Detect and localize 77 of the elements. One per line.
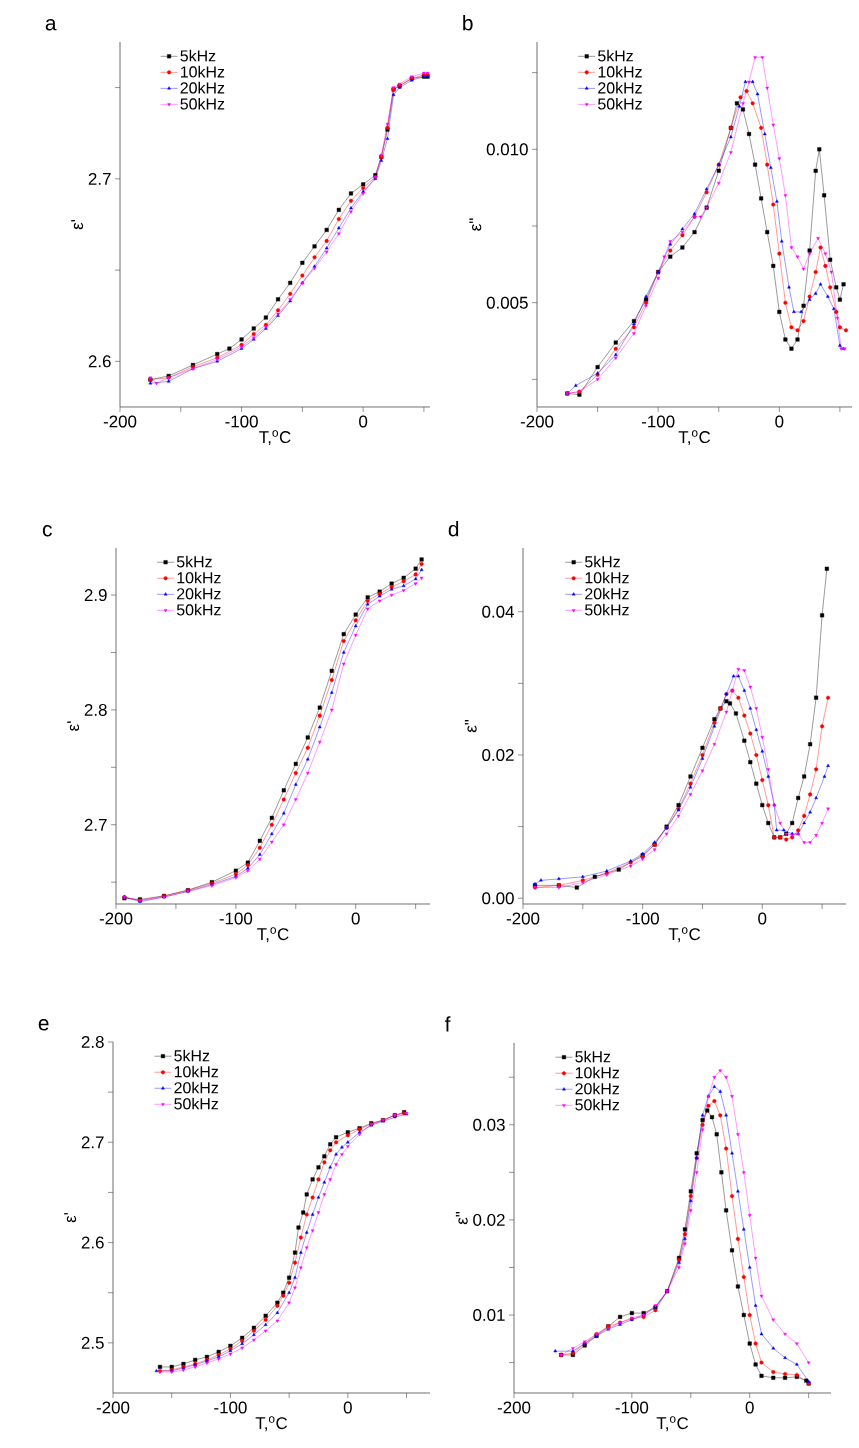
y-tick-label: 2.6 — [88, 355, 111, 368]
y-tick-label: 0.03 — [473, 1118, 505, 1131]
y-tick-label: 0.00 — [482, 892, 514, 905]
x-tick-label: 0 — [351, 912, 360, 925]
x-tick-label: 0 — [758, 912, 767, 925]
x-tick-label: 0 — [343, 1401, 352, 1414]
legend-label: 10kHz — [585, 571, 629, 584]
y-tick-label: 2.6 — [81, 1236, 104, 1249]
legend-label: 5kHz — [575, 1050, 611, 1063]
x-tick-label: -200 — [506, 912, 540, 925]
y-tick-label: 0.010 — [486, 143, 528, 156]
chart-title: e — [38, 1019, 49, 1031]
x-tick-label: 0 — [359, 415, 368, 428]
legend-label: 5kHz — [585, 555, 620, 568]
x-tick-label: -100 — [626, 912, 659, 925]
y-tick-label: 0.005 — [486, 296, 528, 309]
legend-label: 10kHz — [598, 65, 642, 78]
x-tick-label: -200 — [103, 415, 137, 428]
x-axis-title: T,$^{o}$C — [257, 927, 289, 943]
y-tick-label: 2.7 — [84, 818, 107, 831]
legend-label: 50kHz — [176, 603, 221, 616]
x-axis-title: T,$^{o}$C — [255, 1416, 288, 1432]
x-tick-label: -200 — [497, 1401, 531, 1414]
legend-label: 20kHz — [177, 587, 221, 600]
y-tick-label: 2.9 — [84, 589, 107, 602]
legend-label: 5kHz — [176, 555, 212, 568]
legend-label: 50kHz — [598, 97, 642, 110]
x-tick-label: 0 — [775, 415, 784, 428]
legend-label: 20kHz — [174, 1081, 219, 1094]
legend-label: 10kHz — [177, 571, 221, 584]
legend-label: 50kHz — [174, 1097, 219, 1110]
x-tick-label: -200 — [99, 912, 133, 925]
x-tick-label: -200 — [520, 415, 554, 428]
y-tick-label: 0.04 — [482, 605, 514, 618]
y-axis-title: ε' — [64, 1212, 77, 1223]
legend-label: 50kHz — [575, 1098, 620, 1111]
y-tick-label: 2.5 — [81, 1336, 104, 1349]
x-tick-label: -200 — [96, 1401, 130, 1414]
x-tick-label: -100 — [225, 415, 258, 428]
y-tick-label: 0.02 — [482, 749, 514, 761]
chart-title: f — [444, 1016, 451, 1032]
legend-label: 50kHz — [585, 603, 629, 616]
legend-label: 20kHz — [575, 1082, 620, 1095]
y-axis-title: ε' — [71, 219, 84, 230]
legend-label: 5kHz — [598, 49, 633, 62]
y-axis-title: ε" — [455, 1211, 468, 1225]
x-axis-title: T,$^{o}$C — [656, 1416, 689, 1432]
x-tick-label: -100 — [615, 1401, 649, 1414]
chart-title: b — [463, 15, 473, 31]
y-tick-label: 0.01 — [473, 1309, 505, 1322]
legend-label: 10kHz — [181, 65, 225, 78]
x-tick-label: -100 — [641, 415, 675, 428]
legend-label: 20kHz — [598, 81, 642, 94]
y-axis-title: ε" — [464, 719, 477, 733]
x-tick-label: 0 — [745, 1401, 754, 1414]
legend-label: 20kHz — [180, 81, 225, 94]
legend-label: 10kHz — [174, 1065, 219, 1078]
y-tick-label: 2.8 — [84, 703, 107, 716]
y-tick-label: 2.8 — [81, 1036, 104, 1048]
legend-label: 5kHz — [180, 49, 216, 62]
x-tick-label: -100 — [219, 912, 253, 925]
y-tick-label: 2.7 — [81, 1136, 104, 1149]
y-axis-title: ε' — [67, 721, 80, 731]
chart-title: c — [42, 525, 52, 537]
y-axis-title: ε" — [469, 218, 482, 231]
legend-label: 5kHz — [174, 1049, 210, 1062]
y-tick-label: 0.02 — [473, 1213, 505, 1226]
x-tick-label: -100 — [214, 1401, 247, 1414]
x-axis-title: T,$^{o}$C — [668, 927, 701, 943]
chart-title: a — [45, 19, 57, 31]
x-axis-title: T,$^{o}$C — [259, 430, 291, 446]
x-axis-title: T,$^{o}$C — [678, 430, 711, 446]
legend-label: 10kHz — [575, 1066, 620, 1079]
legend-label: 50kHz — [180, 97, 225, 110]
y-tick-label: 2.7 — [88, 172, 111, 185]
chart-title: d — [448, 521, 459, 537]
legend-label: 20kHz — [585, 587, 629, 600]
